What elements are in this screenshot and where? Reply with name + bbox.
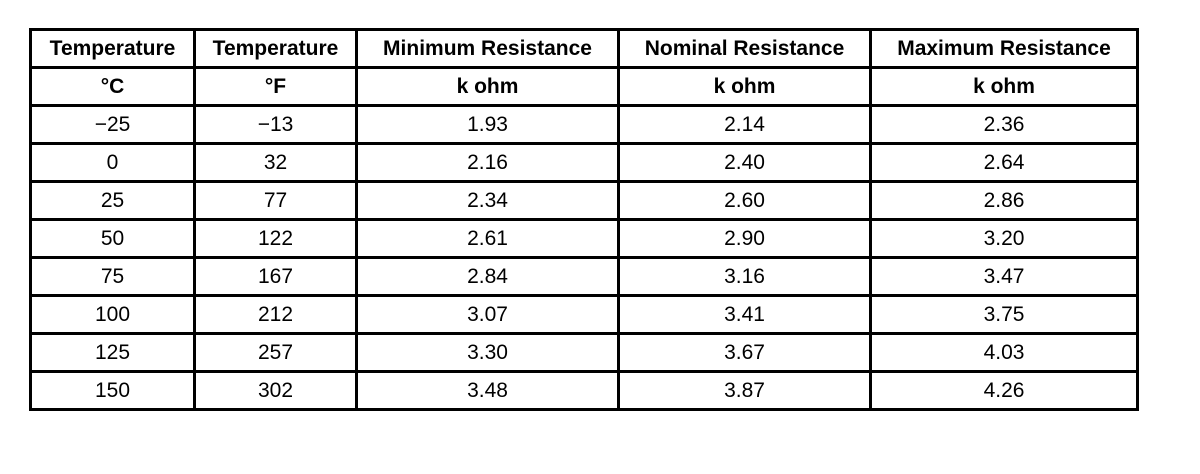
table-cell: 125 [29, 332, 196, 373]
table-cell: 4.03 [869, 332, 1139, 373]
table-cell: 3.07 [355, 294, 620, 335]
table-row: 125 257 3.30 3.67 4.03 [29, 332, 1139, 373]
header-row: Temperature Temperature Minimum Resistance… [29, 28, 1139, 69]
table-cell: 3.16 [617, 256, 872, 297]
table-cell: 2.64 [869, 142, 1139, 183]
table-row: 0 32 2.16 2.40 2.64 [29, 142, 1139, 183]
header-cell: Nominal Resistance [617, 28, 872, 69]
table-cell: 302 [193, 370, 358, 411]
table-cell: 50 [29, 218, 196, 259]
table-cell: 212 [193, 294, 358, 335]
table-cell: 3.47 [869, 256, 1139, 297]
table-cell: 100 [29, 294, 196, 335]
table-row: 100 212 3.07 3.41 3.75 [29, 294, 1139, 335]
table-header: Temperature Temperature Minimum Resistance… [29, 28, 1139, 107]
table-cell: 2.36 [869, 104, 1139, 145]
table-cell: 167 [193, 256, 358, 297]
table-body: −25 −13 1.93 2.14 2.36 0 32 2.16 2.40 2.64 25 77 2.3… [29, 104, 1139, 411]
header-cell: Temperature [193, 28, 358, 69]
table-cell: 0 [29, 142, 196, 183]
header-row: °C °F k ohm k ohm k ohm [29, 66, 1139, 107]
header-cell: °C [29, 66, 196, 107]
table-cell: 2.86 [869, 180, 1139, 221]
table-cell: 3.87 [617, 370, 872, 411]
table-cell: −25 [29, 104, 196, 145]
table-cell: 2.60 [617, 180, 872, 221]
table-row: 150 302 3.48 3.87 4.26 [29, 370, 1139, 411]
header-cell: Temperature [29, 28, 196, 69]
table-cell: 2.84 [355, 256, 620, 297]
header-cell: k ohm [355, 66, 620, 107]
header-cell: k ohm [617, 66, 872, 107]
table-cell: 77 [193, 180, 358, 221]
table-cell: 3.41 [617, 294, 872, 335]
table-cell: 3.20 [869, 218, 1139, 259]
table-cell: 3.48 [355, 370, 620, 411]
table-cell: 2.34 [355, 180, 620, 221]
table-cell: 2.90 [617, 218, 872, 259]
table-cell: 3.67 [617, 332, 872, 373]
table-row: −25 −13 1.93 2.14 2.36 [29, 104, 1139, 145]
table-cell: 3.30 [355, 332, 620, 373]
table-cell: 2.14 [617, 104, 872, 145]
table-cell: 2.16 [355, 142, 620, 183]
table-cell: 122 [193, 218, 358, 259]
resistance-table: Temperature Temperature Minimum Resistance… [29, 28, 1139, 411]
table-cell: −13 [193, 104, 358, 145]
table-cell: 150 [29, 370, 196, 411]
header-cell: Minimum Resistance [355, 28, 620, 69]
header-cell: °F [193, 66, 358, 107]
table-row: 75 167 2.84 3.16 3.47 [29, 256, 1139, 297]
table-cell: 32 [193, 142, 358, 183]
table-cell: 25 [29, 180, 196, 221]
table-cell: 4.26 [869, 370, 1139, 411]
table-cell: 2.40 [617, 142, 872, 183]
table-cell: 257 [193, 332, 358, 373]
table-cell: 2.61 [355, 218, 620, 259]
table-cell: 1.93 [355, 104, 620, 145]
table-row: 50 122 2.61 2.90 3.20 [29, 218, 1139, 259]
header-cell: k ohm [869, 66, 1139, 107]
table-cell: 75 [29, 256, 196, 297]
table-cell: 3.75 [869, 294, 1139, 335]
header-cell: Maximum Resistance [869, 28, 1139, 69]
table-row: 25 77 2.34 2.60 2.86 [29, 180, 1139, 221]
